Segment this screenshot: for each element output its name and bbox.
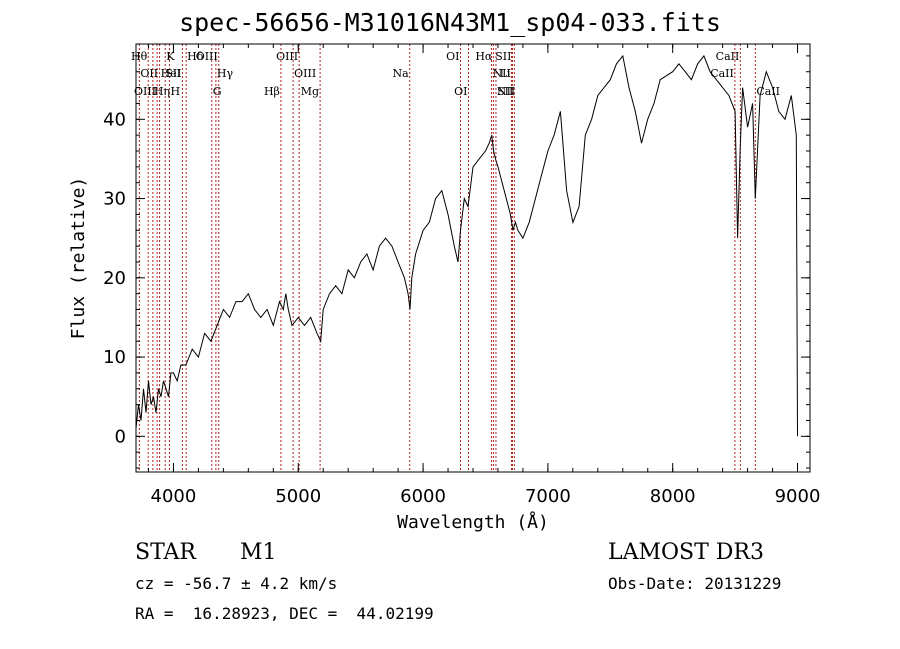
line-label-8: SII bbox=[165, 67, 181, 80]
line-label-23: NII bbox=[497, 85, 515, 98]
line-label-5: HeI bbox=[161, 67, 181, 80]
page-title: spec-56656-M31016N43M1_sp04-033.fits bbox=[179, 8, 721, 37]
line-label-11: G bbox=[213, 85, 222, 98]
x-tick-label-2: 6000 bbox=[400, 486, 446, 507]
x-tick-label-5: 9000 bbox=[775, 486, 821, 507]
line-label-9: OIII bbox=[196, 50, 218, 63]
x-axis-label: Wavelength (Å) bbox=[397, 511, 549, 533]
line-label-14: Hβ bbox=[264, 85, 280, 98]
line-label-26: CaII bbox=[710, 67, 734, 80]
line-label-12: OIII bbox=[276, 50, 298, 63]
survey-name: LAMOST DR3 bbox=[608, 540, 764, 565]
line-label-7: Hδ bbox=[187, 50, 204, 63]
coordinates: RA = 16.28923, DEC = 44.02199 bbox=[135, 604, 434, 623]
line-label-22: Li bbox=[500, 67, 511, 80]
line-label-21: NII bbox=[492, 67, 510, 80]
y-tick-label-4: 40 bbox=[103, 109, 126, 130]
y-tick-label-0: 0 bbox=[115, 426, 126, 447]
redshift-text: cz = -56.7 ± 4.2 km/s bbox=[135, 574, 338, 593]
emission-line-markers bbox=[138, 44, 756, 472]
line-label-25: CaII bbox=[716, 50, 740, 63]
object-subclass: M1 bbox=[240, 540, 277, 565]
line-label-10: Hγ bbox=[217, 67, 234, 80]
x-tick-label-1: 5000 bbox=[275, 486, 321, 507]
line-label-15: Mg bbox=[301, 85, 319, 98]
y-axis-label: Flux (relative) bbox=[68, 177, 89, 340]
object-class: STAR bbox=[135, 540, 196, 565]
line-label-19: Hα bbox=[475, 50, 493, 63]
line-label-20: SII bbox=[495, 50, 511, 63]
line-label-18: OI bbox=[454, 85, 467, 98]
series-line-spectrum bbox=[135, 54, 798, 437]
plot-frame bbox=[135, 43, 811, 473]
line-label-24: SII bbox=[497, 85, 513, 98]
y-tick-label-2: 20 bbox=[103, 268, 126, 289]
line-label-2: OIII bbox=[134, 85, 156, 98]
x-tick-label-0: 4000 bbox=[151, 486, 197, 507]
line-label-17: OI bbox=[446, 50, 459, 63]
x-tick-label-4: 8000 bbox=[650, 486, 696, 507]
y-tick-label-3: 30 bbox=[103, 189, 126, 210]
obs-date: Obs-Date: 20131229 bbox=[608, 574, 782, 593]
line-label-13: OIII bbox=[294, 67, 316, 80]
line-label-6: H bbox=[170, 85, 180, 98]
line-label-0: Hθ bbox=[131, 50, 148, 63]
line-label-4: K bbox=[166, 50, 175, 63]
line-label-16: Na bbox=[393, 67, 410, 80]
x-tick-label-3: 7000 bbox=[525, 486, 571, 507]
line-label-3: Hη bbox=[154, 85, 170, 98]
line-label-1: OII bbox=[140, 67, 158, 80]
y-tick-label-1: 10 bbox=[103, 347, 126, 368]
axis-ticks: 4000 5000 6000 7000 8000 9000 0 10 20 30 40 bbox=[103, 44, 820, 507]
